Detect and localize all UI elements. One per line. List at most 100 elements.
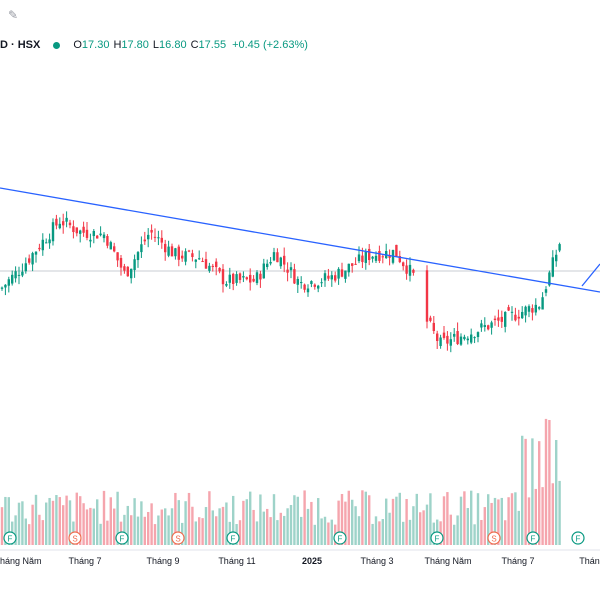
- candle: [198, 258, 201, 260]
- volume-bar: [303, 490, 306, 545]
- candle: [45, 242, 48, 244]
- volume-bar: [408, 519, 412, 545]
- candle: [262, 263, 265, 279]
- volume-bar: [4, 496, 7, 545]
- candle: [225, 283, 228, 286]
- volume-bar: [320, 518, 323, 545]
- volume-bar: [174, 492, 177, 545]
- low-value: 16.80: [159, 39, 187, 51]
- x-tick-label: Tháng 11: [218, 556, 255, 566]
- volume-bar: [330, 519, 333, 545]
- candle: [109, 242, 112, 250]
- volume-bar: [300, 516, 303, 545]
- volume-bar: [164, 508, 167, 545]
- volume-bar: [544, 418, 548, 545]
- candle: [133, 259, 136, 271]
- volume-bar: [398, 492, 401, 545]
- candle: [453, 333, 456, 337]
- candle: [487, 325, 490, 330]
- volume-bar: [459, 496, 463, 545]
- candle: [429, 317, 432, 321]
- candle: [106, 236, 109, 246]
- candle: [126, 266, 129, 277]
- candle: [7, 279, 10, 286]
- candle: [507, 307, 510, 311]
- volume-bar: [150, 503, 153, 545]
- candle: [82, 226, 85, 233]
- volume-bar: [405, 499, 408, 545]
- candle: [238, 273, 242, 280]
- candle: [354, 263, 357, 265]
- candle: [167, 246, 170, 256]
- volume-bar: [555, 440, 558, 545]
- candle: [378, 251, 381, 261]
- volume-bar: [187, 492, 191, 545]
- event-marker: [333, 531, 347, 545]
- candle: [548, 272, 551, 286]
- volume-bar: [7, 497, 10, 545]
- volume-bar: [272, 494, 276, 545]
- candle: [500, 316, 503, 322]
- candle: [85, 229, 89, 238]
- event-marker-label: F: [120, 535, 125, 544]
- candle: [330, 275, 333, 280]
- candle: [436, 333, 439, 341]
- candle: [228, 274, 231, 283]
- candle: [368, 248, 371, 261]
- close-value: 17.55: [198, 39, 227, 51]
- candle: [405, 265, 408, 274]
- volume-bar: [531, 438, 534, 545]
- event-marker-label: F: [338, 535, 343, 544]
- event-marker: [68, 531, 82, 545]
- volume-bar: [126, 505, 129, 545]
- volume-bar: [504, 520, 507, 545]
- volume-bar: [524, 438, 527, 545]
- candle: [153, 236, 157, 238]
- candle: [497, 317, 500, 321]
- volume-bar: [541, 487, 544, 545]
- volume-bar: [364, 491, 367, 545]
- candle: [517, 316, 520, 319]
- volume-bar: [170, 508, 174, 545]
- pencil-icon[interactable]: ✎: [8, 8, 19, 22]
- high-value: 17.80: [121, 39, 149, 51]
- volume-bar: [65, 495, 68, 545]
- event-marker-label: F: [576, 535, 581, 544]
- candle: [75, 227, 78, 234]
- candle: [446, 335, 449, 344]
- volume-bar: [262, 511, 265, 545]
- x-tick-label: Tháng 9: [146, 556, 179, 566]
- volume-bar: [0, 507, 4, 545]
- candle: [334, 275, 337, 281]
- candle: [147, 234, 150, 240]
- candle: [150, 229, 153, 233]
- volume-bar: [17, 502, 21, 545]
- volume-bar: [551, 483, 554, 545]
- volume-bar: [79, 496, 82, 545]
- candle: [303, 284, 306, 290]
- candle: [310, 281, 313, 285]
- volume-bar: [419, 512, 422, 545]
- candle: [143, 239, 146, 242]
- candle: [320, 282, 323, 284]
- candle: [116, 252, 119, 261]
- open-value: 17.30: [81, 39, 110, 51]
- event-marker-label: S: [72, 535, 77, 544]
- event-marker: [487, 531, 501, 545]
- volume-bar: [463, 491, 466, 545]
- candle: [17, 274, 21, 276]
- volume-bar: [510, 493, 514, 545]
- volume-bar: [109, 497, 112, 545]
- volume-bar: [157, 515, 160, 545]
- symbol-label[interactable]: D · HSX: [0, 39, 41, 51]
- candle: [99, 233, 102, 236]
- volume-bar: [68, 500, 72, 545]
- candle: [41, 239, 44, 251]
- volume-bar: [102, 490, 106, 545]
- candle: [208, 265, 211, 271]
- volume-bar: [14, 515, 17, 545]
- candle: [0, 287, 4, 289]
- volume-bar: [167, 515, 170, 545]
- volume-bar: [45, 502, 48, 545]
